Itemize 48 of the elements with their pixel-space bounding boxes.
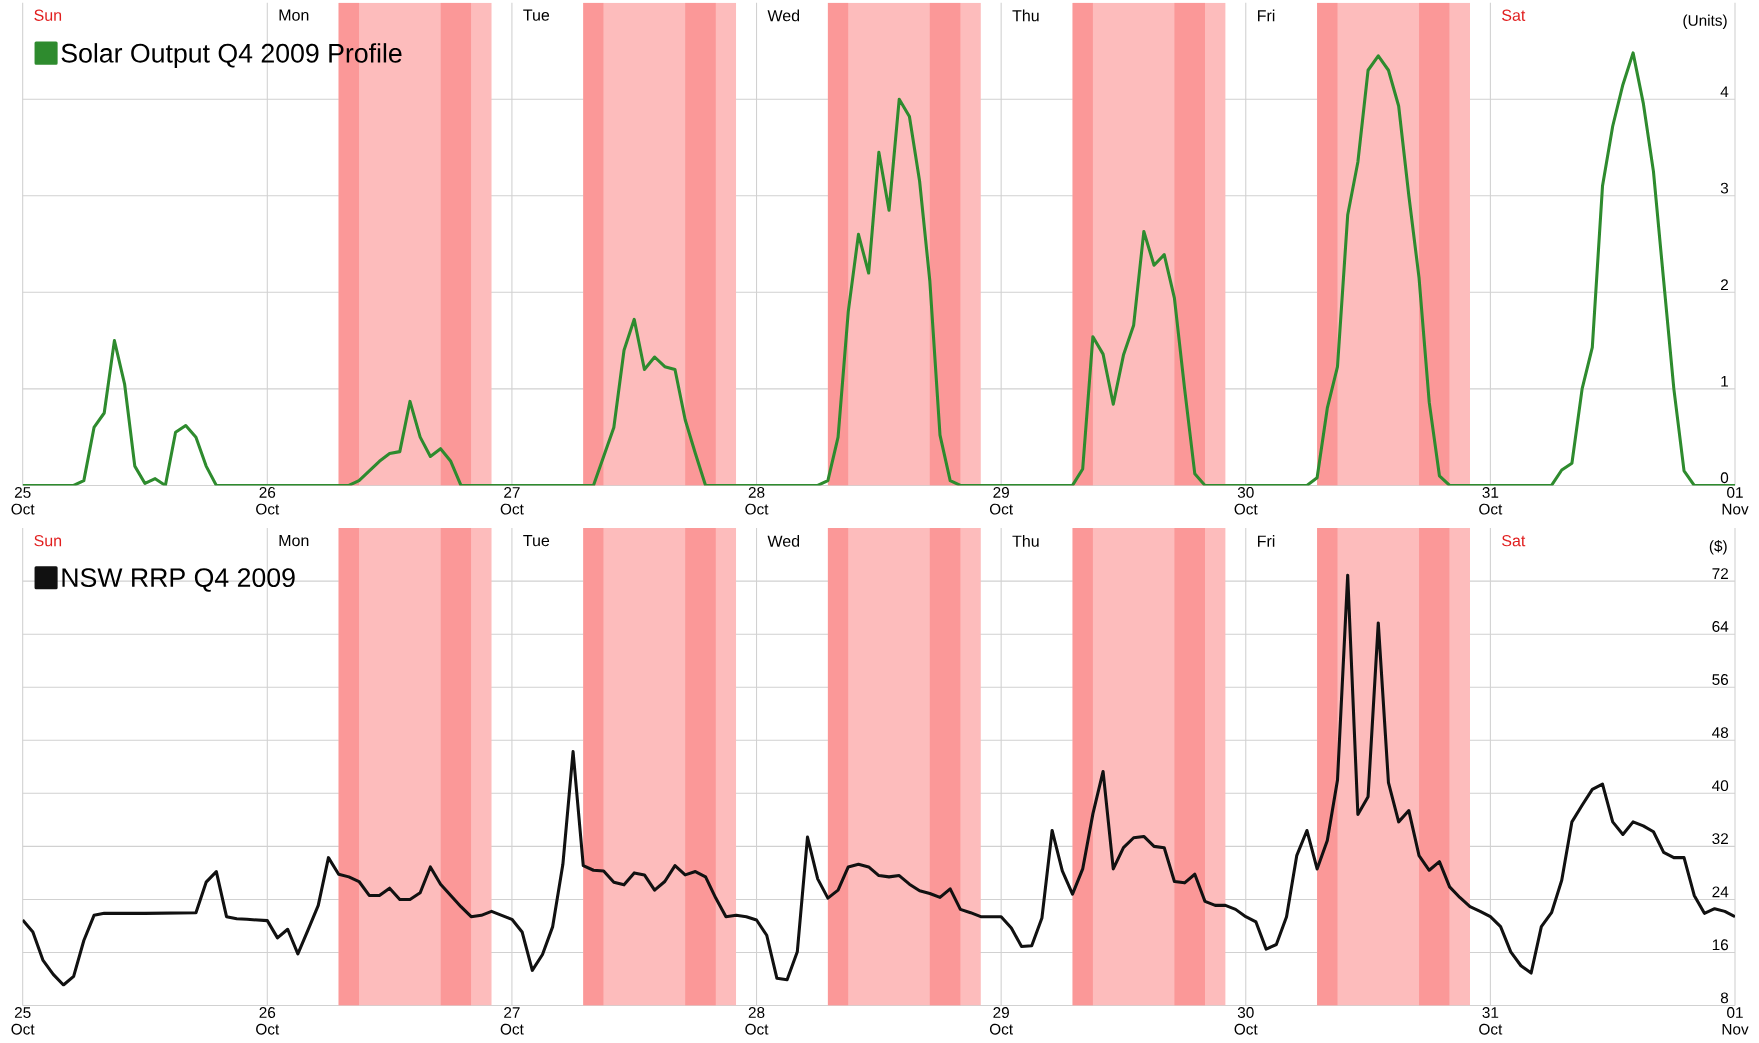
annotation: Sat [1502, 535, 1526, 547]
x-tick-label: 26 Oct [256, 1007, 280, 1035]
x-tick-label: 29 Oct [989, 1007, 1013, 1035]
x-tick-label: 25 Oct [11, 1007, 35, 1035]
annotation: Tue [523, 535, 550, 547]
annotation: Sun [34, 9, 62, 21]
annotation: Wed [767, 535, 800, 547]
y-tick-label: 72 [1712, 568, 1728, 579]
annotation: Mon [279, 535, 309, 547]
x-tick-label: 28 Oct [745, 487, 769, 515]
y-tick-label: 56 [1712, 674, 1729, 686]
y-tick-label: 3 [1720, 182, 1729, 194]
y-tick-label: 0 [1720, 472, 1729, 484]
x-tick-label: 29 Oct [989, 487, 1013, 515]
x-tick-label: 26 Oct [256, 487, 280, 515]
x-tick-label: 28 Oct [745, 1007, 769, 1035]
annotation: Sat [1502, 9, 1526, 21]
y-tick-label: 1 [1721, 376, 1728, 387]
annotation: Tue [523, 9, 550, 21]
y-tick-label: 8 [1720, 992, 1729, 1004]
annotation: Fri [1258, 535, 1275, 547]
x-tick-label: 31 Oct [1479, 487, 1503, 515]
x-tick-label: 25 Oct [11, 487, 35, 515]
x-tick-label: 30 Oct [1234, 487, 1258, 515]
annotation: Thu [1012, 535, 1039, 547]
y-tick-label: 32 [1712, 833, 1728, 845]
annotation: Fri [1258, 9, 1275, 22]
x-tick-label: 27 Oct [500, 1007, 524, 1035]
annotation: Thu [1012, 9, 1039, 22]
y-tick-label: 16 [1712, 939, 1729, 951]
y-axis-title: ($) [1709, 540, 1727, 555]
x-tick-label: 27 Oct [500, 487, 524, 515]
annotation: Sun [34, 535, 62, 547]
legend-label: NSW RRP Q4 2009 [62, 568, 295, 592]
y-tick-label: 48 [1712, 727, 1729, 739]
y-tick-label: 24 [1712, 886, 1729, 898]
x-tick-label: 30 Oct [1234, 1007, 1258, 1035]
annotation: Mon [279, 9, 309, 21]
y-axis-title: (Units) [1683, 14, 1727, 29]
y-tick-label: 2 [1720, 279, 1728, 291]
y-tick-label: 4 [1720, 86, 1729, 97]
y-tick-label: 64 [1712, 621, 1729, 632]
legend-label: Solar Output Q4 2009 Profile [61, 43, 402, 69]
annotation: Wed [767, 9, 800, 22]
x-tick-label: 31 Oct [1479, 1007, 1503, 1035]
y-tick-label: 40 [1712, 780, 1729, 792]
x-tick-label: 01 Nov [1722, 1007, 1749, 1035]
x-tick-label: 01 Nov [1722, 487, 1749, 515]
